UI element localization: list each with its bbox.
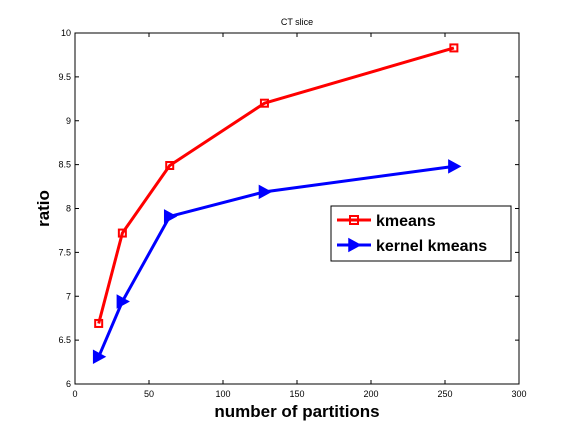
series-line	[97, 46, 455, 324]
legend: kmeans kernel kmeans	[330, 205, 512, 262]
x-tick-label: 250	[437, 389, 452, 399]
y-tick-label: 9	[66, 116, 71, 126]
x-tick-label: 200	[363, 389, 378, 399]
data-point	[116, 294, 130, 309]
axis-ticks: 0 50 100 150 200 250 300 6 6.5 7 7.5 8 8.5 9 9.5 10	[58, 28, 526, 399]
y-tick-label: 8.5	[58, 160, 71, 170]
data-point	[259, 98, 269, 108]
x-tick-label: 300	[511, 389, 526, 399]
x-tick-label: 50	[144, 389, 154, 399]
legend-marker-kmeans	[349, 215, 359, 225]
y-tick-label: 7.5	[58, 247, 71, 257]
legend-box	[330, 205, 512, 262]
series-kmeans	[94, 43, 459, 328]
legend-marker-kernel-kmeans	[348, 237, 362, 253]
series-layer	[92, 43, 462, 365]
y-tick-label: 8	[66, 204, 71, 214]
legend-label-kmeans: kmeans	[376, 213, 436, 230]
x-tick-label: 0	[72, 389, 77, 399]
data-point	[94, 318, 104, 328]
data-point	[92, 349, 107, 365]
y-tick-label: 6.5	[58, 335, 71, 345]
x-tick-label: 100	[215, 389, 230, 399]
data-point	[258, 184, 273, 200]
y-tick-label: 7	[66, 291, 71, 301]
series-kernel-kmeans	[92, 159, 462, 365]
y-tick-label: 6	[66, 379, 71, 389]
x-axis-label: number of partitions	[214, 402, 379, 421]
y-tick-label: 9.5	[58, 72, 71, 82]
y-tick-label: 10	[61, 28, 71, 38]
data-point	[449, 43, 459, 53]
data-point	[448, 159, 462, 174]
data-point	[165, 161, 175, 171]
y-axis-label: ratio	[34, 190, 53, 227]
data-point	[163, 209, 178, 224]
chart-title: CT slice	[281, 17, 313, 27]
data-point	[117, 228, 127, 238]
x-tick-label: 150	[289, 389, 304, 399]
legend-label-kernel-kmeans: kernel kmeans	[376, 238, 487, 255]
